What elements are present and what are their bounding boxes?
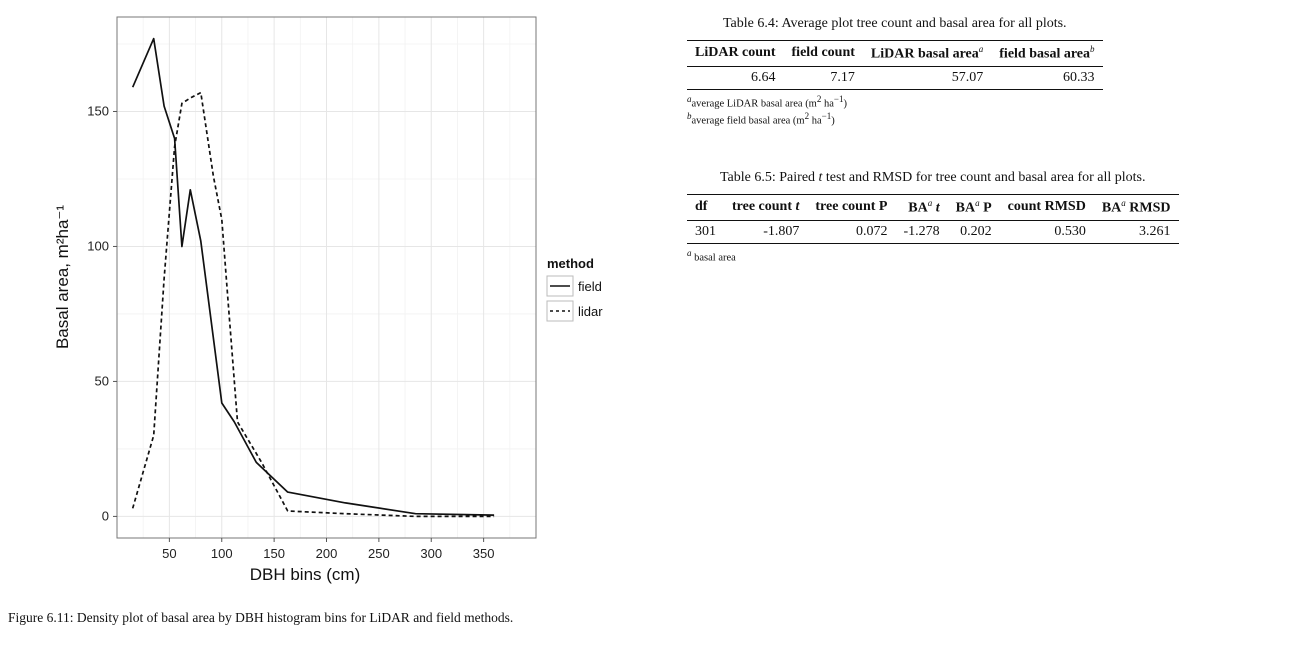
t64-header-lidar-count: LiDAR count [687,40,784,67]
figure-6-11: 50 100 150 200 250 300 350 0 50 100 150 DBH bins (… [8,16,603,625]
x-tick-label: 100 [211,546,233,561]
t65-header-count-rmsd: count RMSD [999,194,1094,221]
t65-cell: 3.261 [1093,219,1179,244]
t65-cell: 0.202 [947,219,1000,244]
t64-header-field-count: field count [783,40,863,67]
density-plot: 50 100 150 200 250 300 350 0 50 100 150 DBH bins (… [53,16,603,584]
table-row: 301 -1.807 0.072 -1.278 0.202 0.530 3.26… [687,219,1179,244]
series-line-field [131,37,495,516]
t64-cell: 7.17 [783,65,863,90]
t64-cell: 60.33 [991,65,1103,90]
x-tick-label: 150 [263,546,285,561]
t65-cell: 0.072 [807,219,896,244]
table-6-4: Table 6.4: Average plot tree count and b… [687,16,1103,128]
t65-header-ba-t: BAa t [895,194,948,221]
t65-header-tree-count-p: tree count P [807,194,896,221]
t65-header-df: df [687,194,724,221]
t64-header-lidar-basal-area: LiDAR basal areaa [862,40,992,67]
axis-ticks: 50 100 150 200 250 300 350 0 50 100 150 [87,103,494,561]
legend-key-field-box [546,275,574,297]
legend-title: method [547,256,594,271]
t65-cell: 0.530 [999,219,1094,244]
y-axis-title: Basal area, m²ha⁻¹ [53,205,72,349]
t64-footnote-b: baverage field basal area (m2 ha−1) [687,111,835,127]
table-6-5: Table 6.5: Paired t test and RMSD for tr… [687,170,1179,264]
x-tick-label: 350 [473,546,495,561]
series-line-lidar [131,91,495,518]
t65-header-tree-count-t: tree count t [724,194,808,221]
x-tick-label: 300 [420,546,442,561]
t65-cell: -1.278 [895,219,948,244]
t65-cell: -1.807 [724,219,808,244]
series-lines [131,37,495,518]
t65-header-ba-rmsd: BAa RMSD [1093,194,1179,221]
table-6-4-grid: LiDAR count field count LiDAR basal area… [687,40,1103,90]
plot-grid [117,17,536,538]
x-axis-title: DBH bins (cm) [250,565,361,584]
table-6-5-caption: Table 6.5: Paired t test and RMSD for tr… [719,170,1146,185]
t64-footnote-a: aaverage LiDAR basal area (m2 ha−1) [687,93,847,110]
y-tick-label: 150 [87,103,109,118]
x-tick-label: 50 [162,546,176,561]
figure-caption: Figure 6.11: Density plot of basal area … [8,610,514,625]
x-tick-label: 250 [368,546,390,561]
legend-key-lidar-box [546,300,574,322]
t64-cell: 57.07 [862,65,992,90]
legend: method field lidar [546,256,603,322]
legend-label-field: field [578,279,602,294]
table-6-4-caption: Table 6.4: Average plot tree count and b… [722,16,1067,31]
t65-header-ba-p: BAa P [947,194,1000,221]
x-tick-label: 200 [316,546,338,561]
table-row: 6.64 7.17 57.07 60.33 [687,65,1103,90]
y-tick-label: 50 [95,373,109,388]
t64-cell: 6.64 [687,65,784,90]
t65-cell: 301 [687,219,724,244]
t64-header-field-basal-area: field basal areab [991,40,1103,67]
table-6-5-grid: df tree count t tree count P BAa t BAa P… [687,194,1179,244]
y-tick-label: 100 [87,238,109,253]
legend-label-lidar: lidar [578,304,603,319]
y-tick-label: 0 [102,508,109,523]
t65-footnote-a: a basal area [687,247,736,264]
